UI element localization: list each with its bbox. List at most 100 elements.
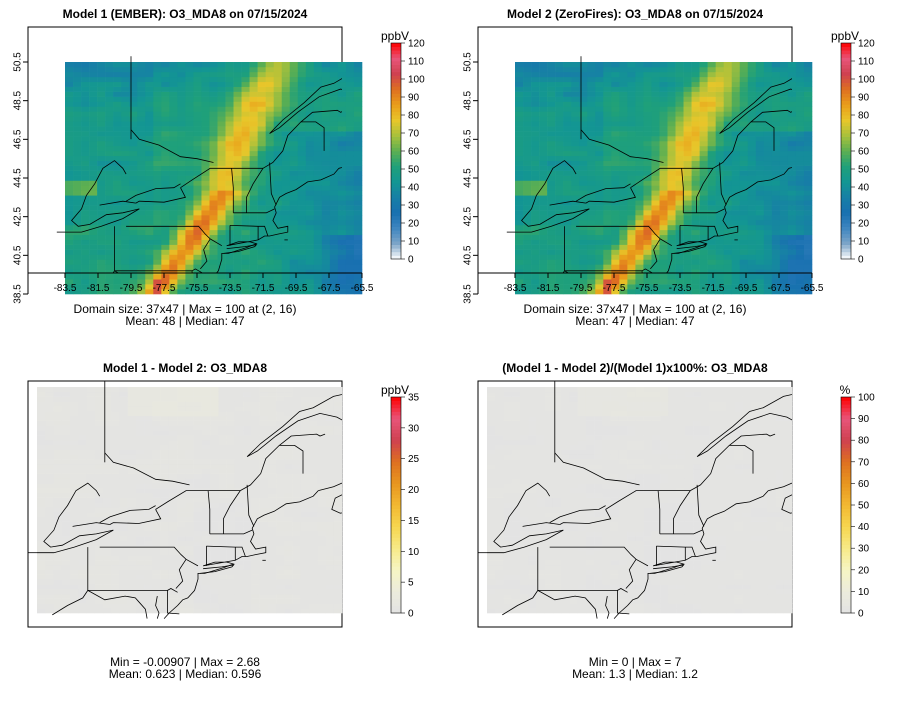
- grid-cell: [37, 536, 46, 542]
- grid-cell: [61, 497, 71, 503]
- grid-cell: [226, 521, 236, 527]
- grid-cell: [193, 531, 203, 537]
- grid-cell: [635, 229, 644, 236]
- grid-cell: [281, 116, 291, 122]
- grid-cell: [803, 279, 813, 285]
- grid-cell: [699, 170, 708, 176]
- grid-cell: [225, 150, 234, 157]
- grid-cell: [587, 205, 596, 211]
- grid-cell: [152, 396, 161, 402]
- grid-cell: [185, 425, 194, 431]
- grid-cell: [587, 229, 596, 236]
- grid-cell: [45, 603, 54, 609]
- grid-cell: [119, 598, 128, 604]
- grid-cell: [234, 468, 244, 474]
- grid-cell: [113, 96, 122, 102]
- grid-cell: [185, 516, 194, 522]
- grid-cell: [523, 254, 532, 260]
- grid-cell: [137, 219, 146, 226]
- grid-cell: [715, 210, 725, 216]
- grid-cell: [803, 190, 813, 196]
- grid-cell: [337, 160, 347, 166]
- grid-cell: [635, 76, 644, 83]
- grid-cell: [225, 175, 234, 181]
- grid-cell: [635, 274, 644, 280]
- grid-cell: [803, 71, 813, 78]
- grid-cell: [113, 264, 122, 270]
- grid-cell: [531, 180, 540, 186]
- grid-cell: [771, 165, 781, 171]
- grid-cell: [699, 205, 708, 211]
- grid-cell: [37, 516, 46, 522]
- grid-cell: [218, 420, 227, 426]
- grid-cell: [201, 579, 211, 585]
- grid-cell: [715, 254, 725, 260]
- legend-swatch: [391, 68, 401, 73]
- grid-cell: [579, 101, 588, 107]
- grid-cell: [779, 86, 789, 92]
- legend-swatch: [391, 151, 401, 155]
- grid-cell: [603, 205, 612, 211]
- grid-cell: [233, 289, 242, 295]
- grid-cell: [111, 473, 120, 479]
- grid-cell: [265, 81, 275, 87]
- grid-cell: [145, 205, 154, 211]
- grid-cell: [168, 483, 178, 489]
- grid-cell: [168, 444, 178, 450]
- grid-cell: [321, 210, 331, 216]
- grid-cell: [715, 224, 725, 231]
- grid-cell: [731, 96, 741, 102]
- grid-cell: [547, 289, 556, 295]
- grid-cell: [803, 136, 813, 142]
- grid-cell: [193, 435, 203, 441]
- grid-cell: [210, 584, 219, 590]
- grid-cell: [337, 279, 347, 285]
- grid-cell: [563, 106, 572, 112]
- grid-cell: [651, 239, 660, 245]
- grid-cell: [547, 66, 556, 73]
- grid-cell: [210, 459, 219, 465]
- grid-cell: [787, 150, 797, 157]
- grid-cell: [747, 81, 757, 87]
- grid-cell: [651, 215, 660, 221]
- grid-cell: [289, 155, 299, 162]
- grid-cell: [523, 259, 532, 265]
- grid-cell: [265, 66, 275, 73]
- grid-cell: [747, 229, 757, 236]
- grid-cell: [69, 391, 79, 397]
- grid-cell: [53, 507, 63, 513]
- panel-title: Model 1 (EMBER): O3_MDA8 on 07/15/2024: [63, 7, 308, 21]
- legend-swatch: [841, 71, 851, 76]
- grid-cell: [531, 190, 540, 196]
- grid-cell: [177, 540, 186, 546]
- grid-cell: [102, 497, 112, 503]
- grid-cell: [763, 254, 773, 260]
- grid-cell: [739, 219, 749, 226]
- grid-cell: [779, 175, 789, 181]
- grid-cell: [297, 126, 307, 132]
- grid-cell: [273, 160, 283, 166]
- grid-cell: [121, 239, 130, 245]
- grid-cell: [707, 111, 716, 117]
- grid-cell: [539, 71, 548, 78]
- grid-cell: [699, 269, 708, 275]
- grid-cell: [161, 249, 170, 255]
- grid-cell: [305, 224, 315, 231]
- grid-cell: [555, 91, 564, 97]
- grid-cell: [571, 116, 580, 122]
- grid-cell: [771, 66, 781, 73]
- grid-cell: [119, 545, 128, 551]
- grid-cell: [168, 579, 178, 585]
- grid-cell: [137, 180, 146, 186]
- grid-cell: [273, 289, 283, 295]
- grid-cell: [210, 574, 219, 580]
- grid-cell: [257, 279, 266, 285]
- grid-cell: [97, 289, 106, 295]
- grid-cell: [37, 449, 46, 455]
- grid-cell: [627, 76, 636, 83]
- grid-cell: [234, 540, 244, 546]
- grid-cell: [353, 86, 363, 92]
- grid-cell: [210, 516, 219, 522]
- grid-cell: [210, 483, 219, 489]
- grid-cell: [321, 86, 331, 92]
